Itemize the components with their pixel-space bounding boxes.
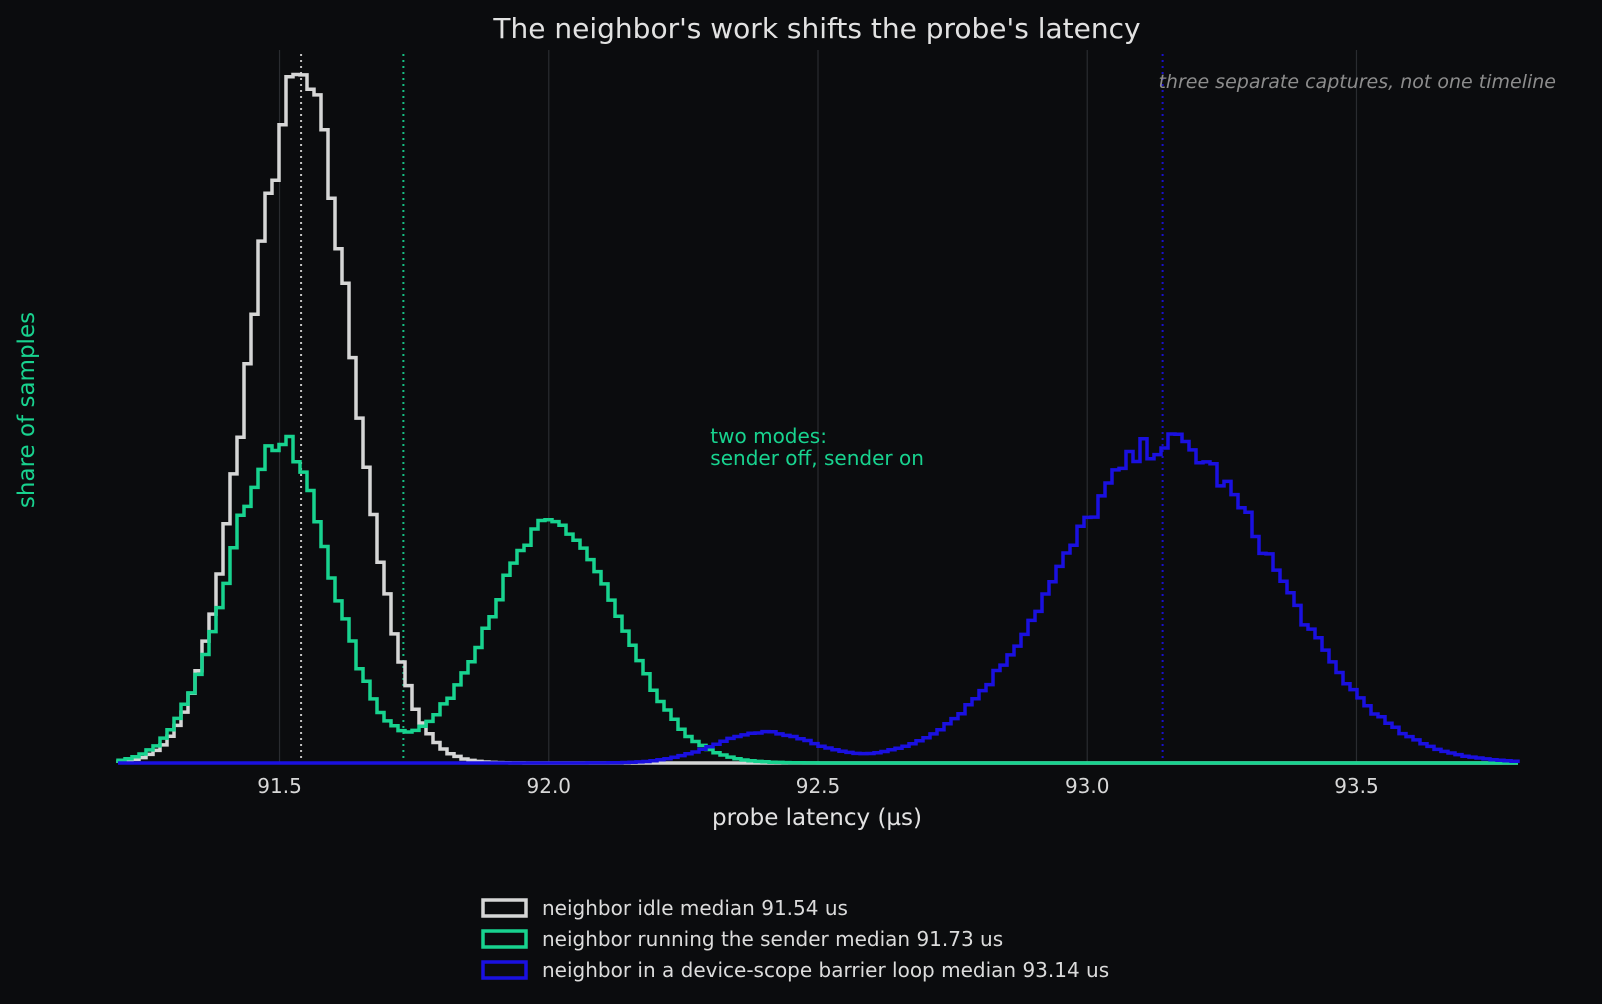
x-tick-label: 93.0 bbox=[1065, 774, 1110, 798]
x-ticks: 91.5 92.0 92.5 93.0 93.5 bbox=[257, 774, 1378, 798]
annotation-line: two modes: bbox=[710, 424, 827, 448]
legend-swatch bbox=[481, 960, 528, 980]
histogram-series-2 bbox=[118, 432, 1520, 765]
series-layer bbox=[116, 72, 1520, 765]
x-tick-label: 92.0 bbox=[527, 774, 572, 798]
x-tick-label: 91.5 bbox=[257, 774, 302, 798]
two-modes-annotation: two modes:sender off, sender on bbox=[710, 424, 924, 470]
x-tick-label: 93.5 bbox=[1334, 774, 1379, 798]
annotation-line: sender off, sender on bbox=[710, 446, 924, 470]
x-axis-label: probe latency (µs) bbox=[712, 805, 922, 831]
x-tick-label: 92.5 bbox=[796, 774, 841, 798]
legend-label: neighbor in a device-scope barrier loop … bbox=[542, 958, 1109, 982]
legend: neighbor idle median 91.54 us neighbor ru… bbox=[481, 896, 1109, 982]
captures-note: three separate captures, not one timelin… bbox=[1158, 71, 1556, 93]
legend-label: neighbor running the sender median 91.73… bbox=[542, 927, 1003, 951]
legend-swatch bbox=[481, 898, 528, 918]
histogram-series-1 bbox=[116, 434, 1518, 765]
legend-swatch bbox=[481, 929, 528, 949]
median-lines bbox=[300, 54, 1164, 763]
grid-lines bbox=[278, 50, 1358, 763]
y-axis-label: share of samples bbox=[14, 312, 40, 508]
legend-label: neighbor idle median 91.54 us bbox=[542, 896, 848, 920]
chart-title: The neighbor's work shifts the probe's l… bbox=[492, 12, 1140, 45]
